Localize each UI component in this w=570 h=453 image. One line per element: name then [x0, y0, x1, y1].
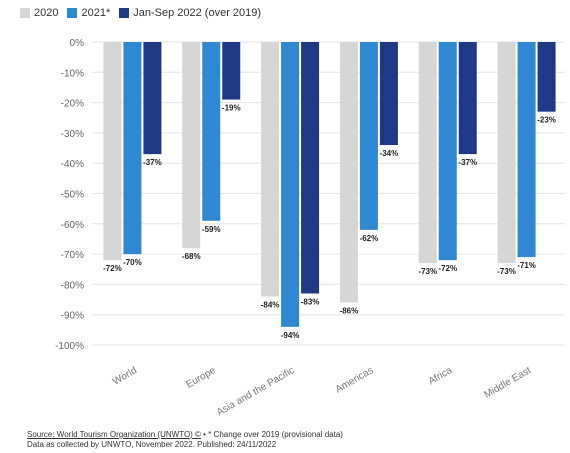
legend-item-2021[interactable]: 2021* [67, 7, 110, 19]
data-label: -59% [202, 225, 221, 234]
bar-chart: 0% -10% -20% -30% -40% -50% -60% -70% -80% -90% -1… [55, 38, 565, 419]
bar [359, 42, 378, 230]
data-label: -71% [517, 261, 536, 270]
x-tick-label: Middle East [482, 365, 533, 401]
bar [339, 42, 358, 303]
data-label: -86% [340, 307, 359, 316]
x-tick-label: Americas [334, 365, 376, 395]
data-label: -73% [497, 267, 516, 276]
data-label: -70% [123, 258, 142, 267]
data-label: -37% [458, 158, 477, 167]
bar [537, 42, 556, 112]
footer-line-1: Source: World Tourism Organization (UNWT… [27, 430, 343, 440]
y-tick-label: -70% [61, 250, 84, 261]
data-label: -37% [143, 158, 162, 167]
data-label: -19% [222, 104, 241, 113]
y-tick-label: 0% [70, 38, 85, 49]
legend-swatch-2022 [119, 8, 130, 18]
data-label: -62% [360, 234, 379, 243]
bar [222, 42, 241, 100]
legend-swatch-2020 [20, 8, 30, 18]
x-tick-label: Asia and the Pacific [215, 365, 297, 418]
y-tick-label: -40% [61, 159, 84, 170]
data-label: -73% [418, 267, 437, 276]
bar [202, 42, 221, 221]
data-label: -34% [380, 149, 399, 158]
bar [261, 42, 280, 297]
x-tick-label: Europe [184, 365, 218, 391]
y-tick-label: -50% [61, 190, 84, 201]
data-label: -94% [281, 331, 300, 340]
chart-legend: 2020 2021* Jan-Sep 2022 (over 2019) [20, 7, 270, 19]
footer-line-2: Data as collected by UNWTO, November 202… [27, 440, 277, 449]
bar [182, 42, 201, 249]
x-tick-label: Africa [427, 365, 455, 388]
bar [301, 42, 320, 294]
bar [517, 42, 536, 258]
y-tick-label: -30% [61, 129, 84, 140]
legend-swatch-2021 [67, 8, 78, 18]
chart-footer: Source: World Tourism Organization (UNWT… [27, 430, 343, 450]
legend-item-2020[interactable]: 2020 [20, 7, 58, 19]
data-label: -68% [182, 252, 201, 261]
bar [497, 42, 516, 264]
bar [379, 42, 398, 146]
bar [438, 42, 457, 261]
bar [281, 42, 300, 327]
bar [103, 42, 122, 261]
bar [418, 42, 437, 264]
y-tick-label: -60% [61, 220, 84, 231]
bar [143, 42, 162, 155]
y-tick-label: -90% [61, 311, 84, 322]
data-label: -72% [103, 264, 122, 273]
legend-label-2021: 2021* [81, 7, 111, 19]
bar [123, 42, 142, 255]
y-tick-label: -10% [61, 68, 84, 79]
legend-label-2020: 2020 [34, 7, 59, 19]
data-label: -72% [438, 264, 457, 273]
y-tick-label: -80% [61, 280, 84, 291]
data-label: -84% [261, 301, 280, 310]
legend-item-2022[interactable]: Jan-Sep 2022 (over 2019) [119, 7, 261, 19]
x-tick-label: World [111, 365, 139, 387]
y-tick-label: -100% [55, 341, 84, 352]
data-label: -83% [301, 297, 320, 306]
legend-label-2022: Jan-Sep 2022 (over 2019) [133, 7, 262, 19]
source-link[interactable]: Source: World Tourism Organization (UNWT… [27, 430, 201, 439]
y-tick-label: -20% [61, 99, 84, 110]
data-label: -23% [537, 116, 556, 125]
footer-note: • * Change over 2019 (provisional data) [200, 430, 343, 439]
bar [458, 42, 477, 155]
